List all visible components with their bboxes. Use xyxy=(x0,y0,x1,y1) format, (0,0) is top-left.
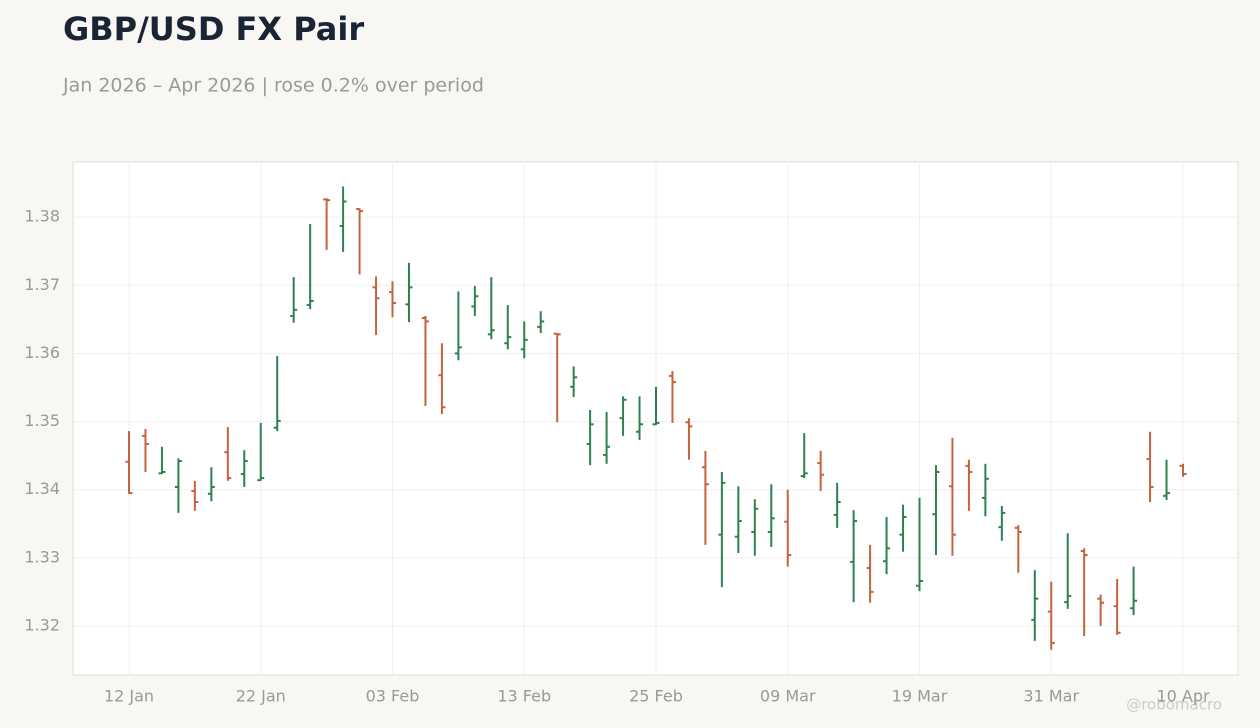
y-tick-label: 1.37 xyxy=(24,275,60,294)
x-tick-label: 10 Apr xyxy=(1156,687,1210,706)
y-tick-label: 1.34 xyxy=(24,479,60,498)
chart-subtitle: Jan 2026 – Apr 2026 | rose 0.2% over per… xyxy=(62,75,484,97)
y-tick-label: 1.33 xyxy=(24,547,60,566)
y-tick-label: 1.38 xyxy=(24,207,60,226)
y-tick-label: 1.36 xyxy=(24,343,60,362)
chart-title: GBP/USD FX Pair xyxy=(63,10,364,48)
grid xyxy=(73,162,1238,675)
watermark: @robomacro xyxy=(1126,696,1222,714)
x-tick-label: 13 Feb xyxy=(497,687,551,706)
x-tick-label: 31 Mar xyxy=(1023,687,1079,706)
marks xyxy=(125,186,1187,650)
x-tick-label: 12 Jan xyxy=(104,687,154,706)
x-tick-label: 09 Mar xyxy=(760,687,816,706)
x-tick-label: 03 Feb xyxy=(366,687,420,706)
y-tick-label: 1.35 xyxy=(24,411,60,430)
x-tick-label: 25 Feb xyxy=(629,687,683,706)
y-tick-label: 1.32 xyxy=(24,615,60,634)
x-tick-label: 19 Mar xyxy=(892,687,948,706)
x-tick-label: 22 Jan xyxy=(236,687,286,706)
